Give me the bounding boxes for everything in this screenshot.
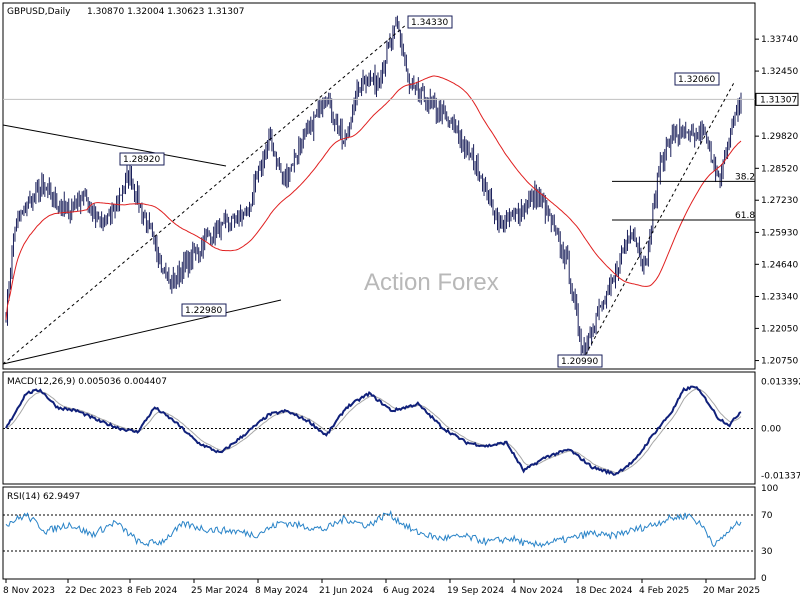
macd-line — [5, 385, 742, 476]
fib-level-label: 38.2 — [735, 172, 755, 182]
price-y-tick-label: 1.20750 — [761, 357, 798, 367]
macd-y-tick-label: -0.013378 — [761, 472, 800, 482]
price-panel — [2, 2, 756, 370]
price-y-tick-label: 1.24640 — [761, 260, 798, 270]
price-y-tick-label: 1.25930 — [761, 228, 798, 238]
rsi-panel — [2, 486, 756, 580]
chart-title: GBPUSD,Daily — [7, 7, 71, 17]
price-y-tick-label: 1.22050 — [761, 324, 798, 334]
last-price-badge — [755, 92, 799, 106]
last-price-label: 1.31307 — [760, 95, 797, 105]
rsi-y-tick-label: 30 — [761, 547, 773, 557]
rsi-title: RSI(14) 62.9497 — [7, 492, 80, 502]
rsi-y-tick-label: 0 — [761, 574, 767, 584]
upper-trendline — [2, 124, 227, 167]
x-tick-label: 8 May 2024 — [255, 586, 308, 596]
price-y-tick-label: 1.28520 — [761, 164, 798, 174]
rsi-y-tick-label: 100 — [761, 484, 778, 494]
macd-layer — [3, 385, 755, 476]
x-tick-label: 4 Nov 2024 — [511, 586, 563, 596]
x-tick-label: 18 Dec 2024 — [575, 586, 633, 596]
price-annotation-box — [557, 354, 603, 368]
price-y-tick-label: 1.29820 — [761, 132, 798, 142]
price-annotation: 1.32060 — [678, 75, 715, 85]
x-tick-label: 21 Jun 2024 — [319, 586, 373, 596]
x-tick-label: 4 Feb 2025 — [639, 586, 689, 596]
x-tick-label: 25 Mar 2024 — [191, 586, 248, 596]
rsi-line — [5, 509, 742, 549]
price-annotation: 1.22980 — [185, 306, 222, 316]
price-layer: 38.2 61.8 1.34330 1.32060 1.28920 1.22980 1.20… — [2, 15, 755, 368]
lower-trendline — [2, 299, 282, 365]
price-annotation-box — [119, 152, 165, 166]
ohlc-readout: 1.30870 1.32004 1.30623 1.31307 — [87, 7, 244, 17]
dashed-trendline-2 — [585, 80, 736, 355]
price-annotation-box — [181, 303, 227, 317]
x-tick-label: 6 Aug 2024 — [383, 586, 435, 596]
macd-y-tick-label: 0.00 — [761, 425, 781, 435]
price-annotation: 1.28920 — [123, 155, 160, 165]
price-y-tick-label: 1.33740 — [761, 35, 798, 45]
price-annotation-box — [407, 15, 453, 29]
watermark-text: Action Forex — [364, 269, 499, 296]
rsi-y-tick-label: 70 — [761, 511, 773, 521]
x-tick-label: 8 Feb 2024 — [127, 586, 178, 596]
fib-level-label: 61.8 — [735, 211, 755, 221]
price-annotation: 1.34330 — [411, 18, 448, 28]
x-tick-label: 20 Mar 2025 — [703, 586, 760, 596]
price-annotation: 1.20990 — [561, 357, 598, 367]
price-y-tick-label: 1.27230 — [761, 196, 798, 206]
axes-layer: 1.337401.324501.311901.298201.285201.272… — [3, 35, 800, 596]
x-tick-label: 19 Sep 2024 — [447, 586, 504, 596]
macd-y-tick-label: 0.013392 — [761, 377, 800, 387]
x-tick-label: 8 Nov 2023 — [3, 586, 55, 596]
macd-title: MACD(12,26,9) 0.005036 0.004407 — [7, 377, 167, 387]
price-y-tick-label: 1.32450 — [761, 67, 798, 77]
x-tick-label: 22 Dec 2023 — [65, 586, 123, 596]
price-annotation-box — [674, 72, 720, 86]
macd-panel — [2, 371, 756, 485]
price-y-tick-label: 1.23340 — [761, 292, 798, 302]
moving-average-line — [5, 75, 742, 320]
rsi-layer — [3, 509, 755, 552]
dashed-trendline — [2, 24, 407, 365]
